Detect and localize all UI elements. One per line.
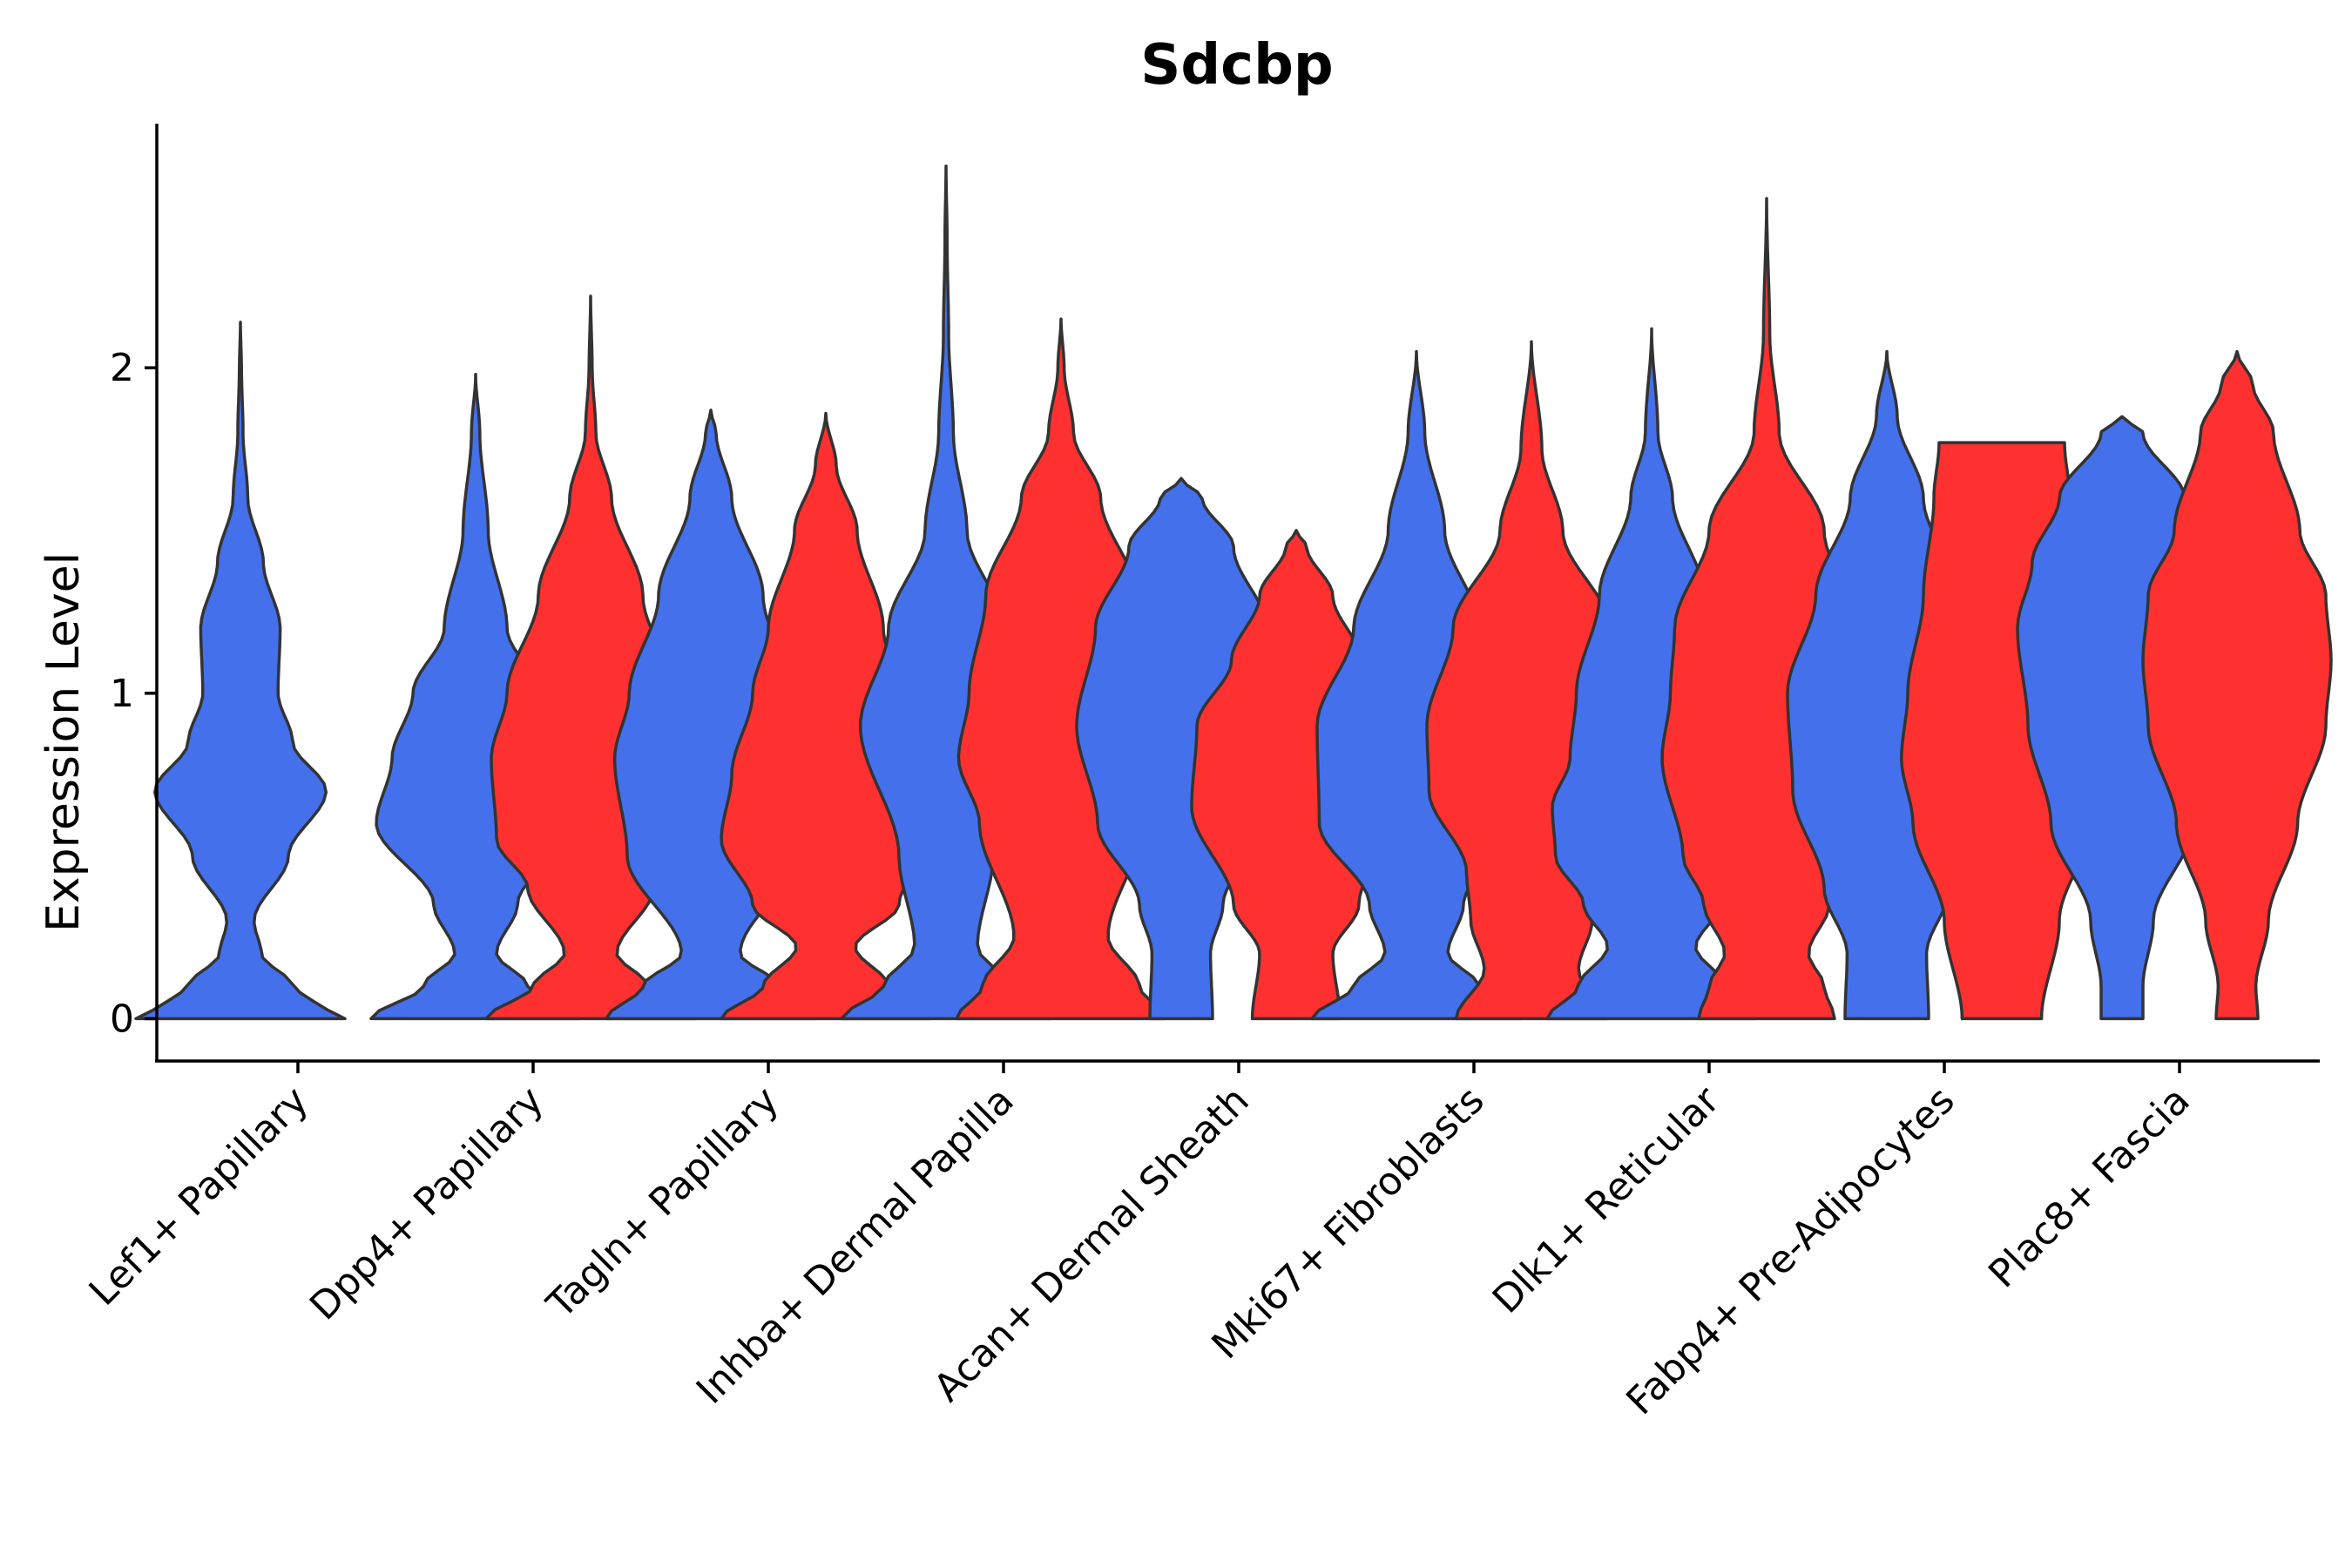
x-tick-label: Plac8+ Fascia bbox=[1980, 1078, 2199, 1297]
x-tick-label: Dlk1+ Reticular bbox=[1484, 1078, 1729, 1322]
y-axis-ticks: 0 1 2 bbox=[110, 346, 157, 1041]
violin-layer bbox=[134, 164, 2333, 1021]
y-tick-label: 0 bbox=[110, 997, 134, 1041]
y-axis-label: Expression Level bbox=[37, 552, 90, 932]
violin-a-lef1-papillary bbox=[134, 321, 347, 1021]
x-tick-label: Lef1+ Papillary bbox=[81, 1078, 317, 1315]
y-tick-label: 2 bbox=[110, 346, 134, 390]
violin-b-plac8-fascia bbox=[2141, 349, 2333, 1021]
chart-title: Sdcbp bbox=[1140, 33, 1333, 98]
x-tick-label: Tagln+ Papillary bbox=[538, 1078, 787, 1328]
y-tick-label: 1 bbox=[110, 672, 134, 716]
x-tick-label: Mki67+ Fibroblasts bbox=[1203, 1078, 1492, 1368]
x-tick-label: Dpp4+ Papillary bbox=[301, 1078, 552, 1329]
